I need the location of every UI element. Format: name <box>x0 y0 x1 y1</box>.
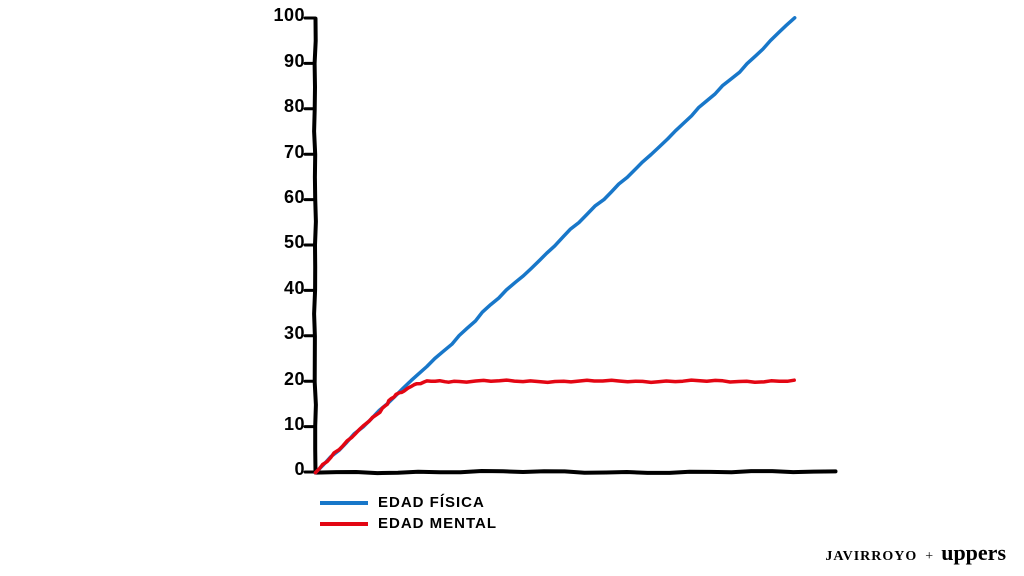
legend-swatch-fisica <box>320 501 368 505</box>
y-tick-label: 20 <box>255 369 305 390</box>
line-chart <box>0 0 1024 576</box>
credit-brand: uppers <box>941 540 1006 566</box>
legend-label-fisica: EDAD FÍSICA <box>378 494 485 511</box>
series-edad_mental <box>316 380 795 473</box>
legend-label-mental: EDAD MENTAL <box>378 515 497 532</box>
credit-line: JAVIRROYO + uppers <box>825 540 1006 566</box>
x-axis <box>316 471 836 473</box>
y-tick-label: 40 <box>255 278 305 299</box>
credit-author: JAVIRROYO <box>825 549 917 565</box>
y-tick-label: 80 <box>255 96 305 117</box>
y-tick-label: 100 <box>255 5 305 26</box>
y-tick-label: 70 <box>255 142 305 163</box>
y-tick-label: 10 <box>255 414 305 435</box>
y-tick-label: 90 <box>255 51 305 72</box>
chart-container: EDAD FÍSICA EDAD MENTAL JAVIRROYO + uppe… <box>0 0 1024 576</box>
y-tick-label: 50 <box>255 232 305 253</box>
legend-item-fisica: EDAD FÍSICA <box>320 494 497 511</box>
legend-swatch-mental <box>320 522 368 526</box>
legend: EDAD FÍSICA EDAD MENTAL <box>320 494 497 536</box>
credit-plus: + <box>925 549 933 565</box>
legend-item-mental: EDAD MENTAL <box>320 515 497 532</box>
y-tick-label: 60 <box>255 187 305 208</box>
y-tick-label: 30 <box>255 323 305 344</box>
y-tick-label: 0 <box>255 459 305 480</box>
